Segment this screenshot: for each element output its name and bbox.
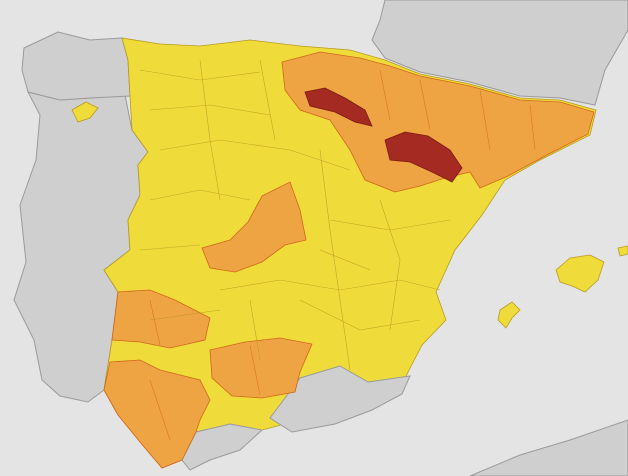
galicia (21, 31, 131, 101)
north-orange (281, 51, 595, 193)
southwest-orange (111, 289, 211, 349)
africa (469, 419, 628, 476)
france (371, 0, 628, 106)
south-coast-gray (181, 423, 264, 471)
southeast-gray (269, 365, 411, 433)
mallorca (555, 254, 605, 293)
zone-borders (139, 59, 451, 371)
ibiza (497, 301, 521, 329)
rioja-red (304, 87, 373, 127)
menorca (617, 245, 628, 257)
islet (71, 101, 99, 123)
jaen-orange (209, 337, 313, 399)
zaragoza-red (384, 131, 463, 183)
huelva-orange (103, 359, 211, 469)
orange-borders (149, 69, 536, 441)
central-orange (201, 181, 307, 273)
